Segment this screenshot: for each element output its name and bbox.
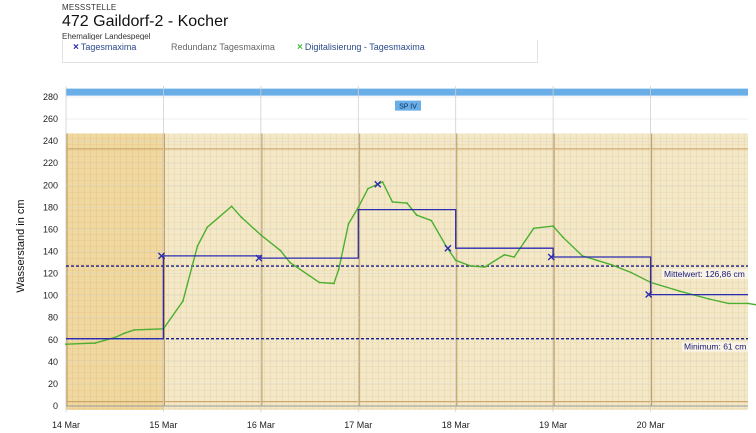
digitalisierung-point bbox=[347, 223, 350, 225]
digitalisierung-point bbox=[381, 181, 384, 183]
x-tick-label: 14 Mar bbox=[52, 420, 80, 430]
legend-item-redundanz[interactable]: Redundanz Tagesmaxima bbox=[171, 42, 275, 52]
x-tick-label: 19 Mar bbox=[539, 420, 567, 430]
digitalisierung-point bbox=[133, 328, 136, 331]
digitalisierung-point bbox=[415, 214, 418, 217]
digitalisierung-point bbox=[747, 302, 749, 305]
y-tick-label: 100 bbox=[43, 291, 58, 301]
digitalisierung-point bbox=[113, 336, 116, 339]
digitalisierung-point bbox=[333, 282, 335, 285]
y-tick-label: 240 bbox=[43, 136, 58, 146]
legend-label: Tagesmaxima bbox=[80, 42, 137, 52]
tagesmaxima-step-line bbox=[66, 208, 748, 340]
x-tick-label: 20 Mar bbox=[637, 420, 665, 430]
digitalisierung-point bbox=[367, 187, 369, 190]
station-title: 472 Gaildorf-2 - Kocher bbox=[62, 13, 229, 30]
digitalisierung-point bbox=[182, 300, 184, 303]
digitalisierung-point bbox=[206, 226, 209, 229]
digitalisierung-point bbox=[230, 205, 233, 208]
digitalisierung-point bbox=[279, 249, 282, 252]
threshold-label-bg bbox=[682, 341, 748, 352]
digitalisierung-point bbox=[552, 225, 555, 228]
tagesmaxima-marker bbox=[374, 180, 382, 188]
legend-item-digitalisierung[interactable]: × Digitalisierung - Tagesmaxima bbox=[297, 42, 425, 53]
digitalisierung-point bbox=[337, 268, 340, 271]
legend-label: Digitalisierung - Tagesmaxima bbox=[304, 42, 425, 52]
sp-iv-label-box bbox=[395, 100, 421, 111]
scanned-chart-paper bbox=[66, 133, 748, 410]
y-tick-label: 80 bbox=[48, 313, 58, 323]
digitalisierung-point bbox=[532, 227, 535, 230]
x-tick-label: 16 Mar bbox=[247, 420, 275, 430]
digitalisierung-point bbox=[240, 216, 243, 219]
y-tick-label: 20 bbox=[48, 379, 58, 389]
digitalisierung-point bbox=[708, 298, 710, 300]
digitalisierung-point bbox=[318, 281, 321, 284]
digitalisierung-point bbox=[596, 259, 598, 262]
threshold-label-bg bbox=[662, 269, 750, 280]
sp-iv-band bbox=[66, 88, 748, 96]
digitalisierung-point bbox=[454, 259, 457, 262]
digitalisierung-point bbox=[610, 263, 613, 266]
y-tick-label: 200 bbox=[43, 180, 58, 190]
x-tick-label: 18 Mar bbox=[442, 420, 470, 430]
scanned-chart-paper-darker bbox=[66, 133, 164, 410]
y-tick-label: 280 bbox=[43, 92, 58, 102]
sp-iv-label: SP IV bbox=[399, 104, 417, 111]
digitalisierung-point bbox=[391, 200, 394, 203]
x-tick-label: 15 Mar bbox=[149, 420, 177, 430]
tagesmaxima-marker bbox=[255, 254, 263, 262]
station-subtitle: Ehemaliger Landespegel bbox=[62, 32, 151, 41]
digitalisierung-point bbox=[65, 343, 67, 346]
y-tick-label: 140 bbox=[43, 247, 58, 257]
digitalisierung-point bbox=[484, 266, 486, 268]
cross-icon: × bbox=[73, 42, 79, 53]
y-tick-label: 120 bbox=[43, 269, 58, 279]
y-tick-label: 160 bbox=[43, 224, 58, 234]
digitalisierung-point bbox=[678, 290, 681, 293]
x-tick-label: 17 Mar bbox=[344, 420, 372, 430]
tagesmaxima-marker bbox=[645, 291, 653, 299]
tagesmaxima-marker bbox=[444, 244, 452, 252]
digitalisierung-point bbox=[406, 202, 408, 204]
digitalisierung-point bbox=[308, 274, 311, 277]
tagesmaxima-marker bbox=[547, 253, 555, 261]
y-tick-label: 220 bbox=[43, 158, 58, 168]
legend-item-tagesmaxima[interactable]: × Tagesmaxima bbox=[73, 42, 136, 53]
digitalisierung-point bbox=[503, 253, 506, 256]
digitalisierung-point bbox=[357, 206, 360, 209]
digitalisierung-point bbox=[630, 271, 632, 274]
digitalisierung-point bbox=[289, 261, 291, 264]
legend-label: Redundanz Tagesmaxima bbox=[171, 42, 275, 52]
tagesmaxima-marker bbox=[157, 252, 165, 260]
digitalisierung-point bbox=[469, 264, 472, 267]
chart-legend: × Tagesmaxima Redundanz Tagesmaxima × Digi… bbox=[62, 40, 538, 63]
digitalisierung-point bbox=[430, 219, 433, 222]
digitalisierung-point bbox=[123, 332, 126, 335]
digitalisierung-series-line bbox=[65, 181, 756, 345]
y-tick-label: 0 bbox=[53, 401, 58, 411]
threshold-label: Minimum: 61 cm bbox=[684, 342, 746, 352]
digitalisierung-point bbox=[513, 256, 516, 258]
y-tick-label: 60 bbox=[48, 335, 58, 345]
digitalisierung-point bbox=[196, 245, 199, 247]
threshold-label: Mittelwert: 126,86 cm bbox=[664, 269, 745, 279]
station-header: MESSSTELLE 472 Gaildorf-2 - Kocher Ehema… bbox=[62, 3, 228, 41]
digitalisierung-point bbox=[94, 342, 97, 345]
digitalisierung-point bbox=[259, 234, 262, 236]
digitalisierung-point bbox=[727, 302, 730, 305]
digitalisierung-point bbox=[561, 236, 564, 239]
y-tick-label: 40 bbox=[48, 357, 58, 367]
cross-icon: × bbox=[297, 42, 303, 53]
station-kicker: MESSSTELLE bbox=[62, 3, 117, 12]
y-tick-label: 180 bbox=[43, 202, 58, 212]
y-tick-label: 260 bbox=[43, 114, 58, 124]
